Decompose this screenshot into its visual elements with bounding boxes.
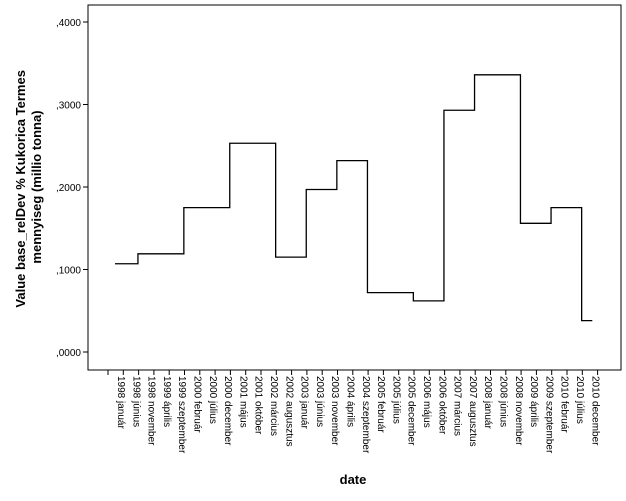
data-point [389, 291, 391, 293]
x-tick-label: 1999 szeptember [176, 376, 187, 454]
data-point [481, 74, 483, 76]
x-tick-label: 2003 november [329, 376, 340, 446]
data-point [114, 263, 116, 265]
x-tick-label: 2005 július [390, 376, 401, 424]
data-point [160, 253, 162, 255]
x-tick-label: 2002 március [268, 376, 279, 436]
data-point [297, 256, 299, 258]
data-point [190, 206, 192, 208]
x-tick-label: 2005 február [375, 376, 386, 433]
x-tick-label: 2005 december [406, 376, 417, 446]
x-axis-title: date [340, 472, 367, 487]
data-point [282, 256, 284, 258]
x-tick-label: 2008 június [498, 376, 509, 427]
y-tick-label: ,0000 [56, 348, 81, 359]
x-tick-label: 1998 január [115, 376, 126, 429]
x-tick-label: 2001 május [237, 376, 248, 428]
x-tick-label: 2008 január [482, 376, 493, 429]
x-tick-label: 2002 augusztus [283, 376, 294, 447]
data-point [512, 74, 514, 76]
data-point [435, 300, 437, 302]
y-axis-title: Value base_relDev % Kukorica Termes menn… [13, 66, 44, 307]
data-point [542, 222, 544, 224]
data-point [588, 319, 590, 321]
data-point [527, 222, 529, 224]
x-tick-label: 2007 március [452, 376, 463, 436]
x-tick-label: 1998 november [146, 376, 157, 446]
data-point [573, 206, 575, 208]
x-tick-label: 2004 április [345, 376, 356, 427]
x-tick-label: 2000 február [192, 376, 203, 433]
data-point [466, 109, 468, 111]
x-tick-label: 2008 november [513, 376, 524, 446]
data-point [343, 159, 345, 161]
x-tick-label: 1998 június [130, 376, 141, 427]
x-tick-label: 1999 április [161, 376, 172, 427]
y-axis-title-line-2: mennyiseg (millio tonna) [29, 110, 44, 263]
data-point [221, 206, 223, 208]
data-point [405, 291, 407, 293]
y-tick-label: ,1000 [56, 266, 81, 277]
x-tick-label: 2004 szeptember [360, 376, 371, 454]
data-point [313, 188, 315, 190]
x-tick-label: 2009 április [528, 376, 539, 427]
data-point [267, 142, 269, 144]
x-tick-label: 2010 február [559, 376, 570, 433]
x-tick-label: 2001 október [253, 376, 264, 435]
y-axis-title-line-1: Value base_relDev % Kukorica Termes [13, 70, 28, 308]
data-point [328, 188, 330, 190]
data-point [496, 74, 498, 76]
y-axis: ,0000 ,1000 ,2000 ,3000 ,4000 [56, 18, 88, 359]
y-tick-label: ,2000 [56, 183, 81, 194]
data-point [144, 253, 146, 255]
data-point [420, 300, 422, 302]
x-tick-label: 2010 december [589, 376, 600, 446]
series-line [115, 74, 593, 322]
plot-area [87, 4, 622, 371]
y-tick-label: ,4000 [56, 18, 81, 29]
x-tick-label: 2009 szeptember [543, 376, 554, 454]
x-tick-label: 2003 június [314, 376, 325, 427]
data-point [206, 206, 208, 208]
x-tick-label: 2006 május [421, 376, 432, 428]
x-tick-label: 2007 augusztus [467, 376, 478, 447]
data-point [236, 142, 238, 144]
y-tick-label: ,3000 [56, 101, 81, 112]
data-point [175, 253, 177, 255]
data-point [374, 291, 376, 293]
x-axis: 1998 január 1998 június 1998 november 1999 … [107, 370, 600, 454]
x-tick-label: 2006 október [436, 376, 447, 435]
x-tick-label: 2000 július [207, 376, 218, 424]
data-point [252, 142, 254, 144]
x-tick-label: 2003 január [299, 376, 310, 429]
data-point [359, 159, 361, 161]
data-point [558, 206, 560, 208]
x-tick-label: 2000 december [222, 376, 233, 446]
x-tick-label: 2010 július [574, 376, 585, 424]
data-point [129, 263, 131, 265]
data-point [450, 109, 452, 111]
